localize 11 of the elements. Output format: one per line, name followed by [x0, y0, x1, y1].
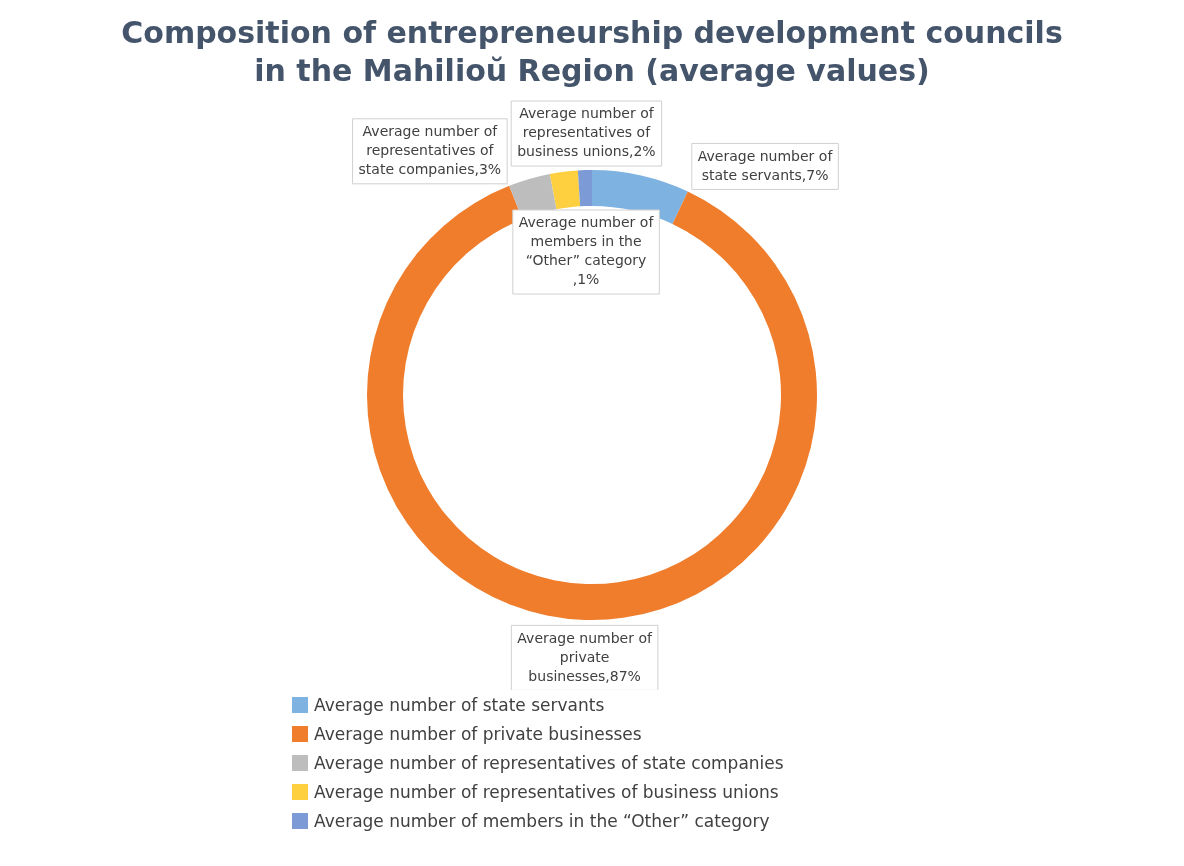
legend-label: Average number of representatives of state companies — [314, 752, 784, 773]
data-label: Average number of representatives of state companies,3% — [358, 122, 502, 177]
legend-label: Average number of members in the “Other” category — [314, 810, 770, 831]
legend-label: Average number of private businesses — [314, 723, 642, 744]
data-label: Average number of state servants,7% — [697, 147, 834, 183]
chart-title: Composition of entrepreneurship development councils in the Mahilioŭ Region (average values) — [120, 14, 1064, 90]
legend-label: Average number of state servants — [314, 694, 605, 715]
data-label: Average number of private businesses,87% — [517, 629, 653, 684]
legend-label: Average number of representatives of business unions — [314, 781, 779, 802]
data-label: Average number of members in the “Other” category ,1% — [518, 214, 655, 288]
data-label: Average number of representatives of business unions,2% — [517, 105, 656, 160]
